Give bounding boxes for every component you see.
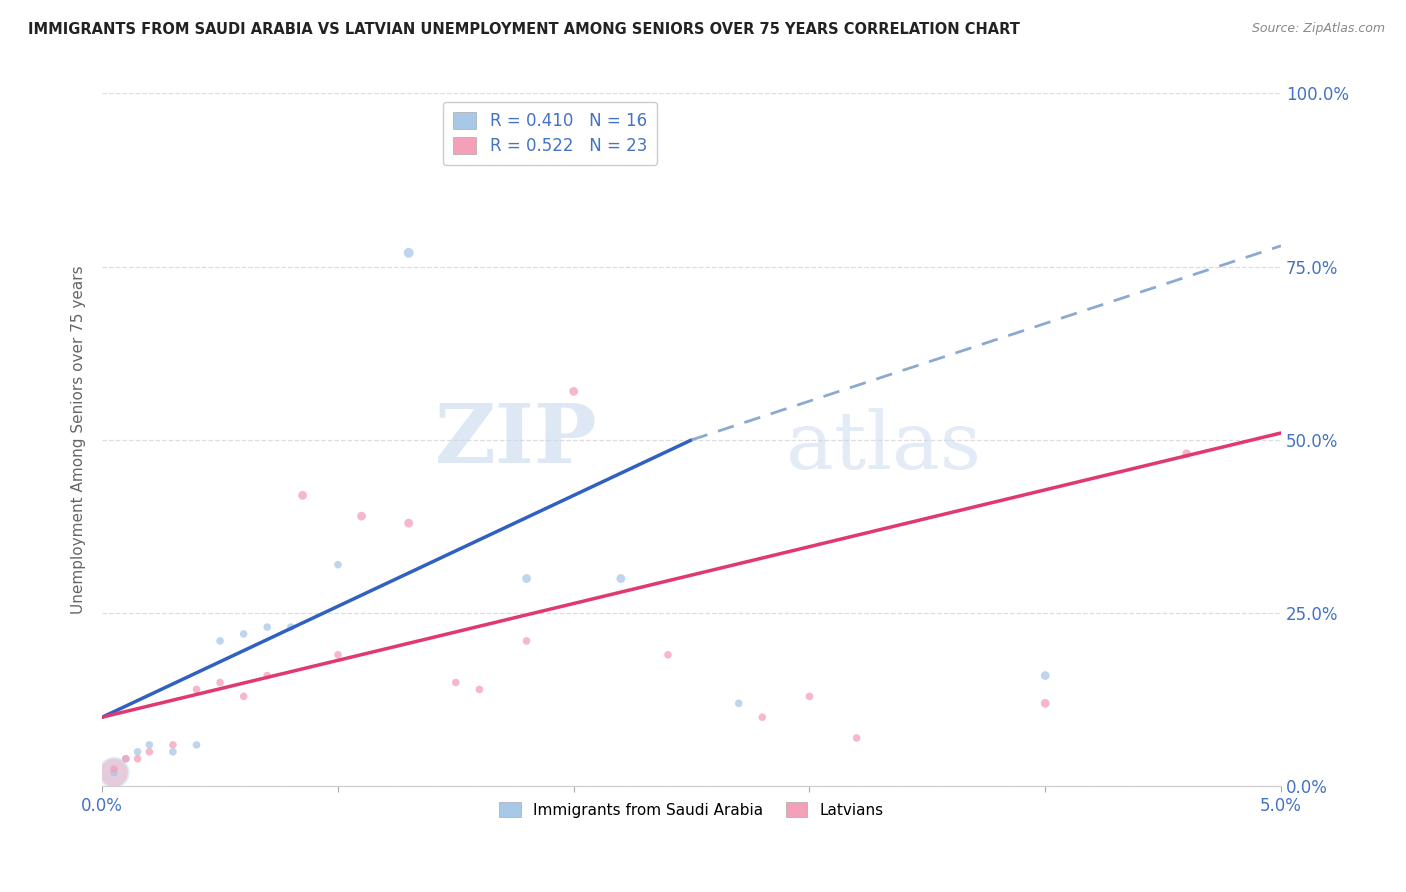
Point [103, 765, 125, 780]
Point [610, 572, 633, 586]
Text: Source: ZipAtlas.com: Source: ZipAtlas.com [1251, 22, 1385, 36]
Point [103, 765, 125, 780]
Point [398, 245, 420, 260]
Point [657, 648, 679, 662]
Point [727, 696, 749, 710]
Point [326, 648, 349, 662]
Legend: Immigrants from Saudi Arabia, Latvians: Immigrants from Saudi Arabia, Latvians [494, 796, 890, 824]
Text: IMMIGRANTS FROM SAUDI ARABIA VS LATVIAN UNEMPLOYMENT AMONG SENIORS OVER 75 YEARS: IMMIGRANTS FROM SAUDI ARABIA VS LATVIAN … [28, 22, 1019, 37]
Point [256, 620, 278, 634]
Point [280, 620, 302, 634]
Point [162, 745, 184, 759]
Point [516, 634, 538, 648]
Point [103, 762, 125, 776]
Y-axis label: Unemployment Among Seniors over 75 years: Unemployment Among Seniors over 75 years [72, 266, 86, 615]
Point [1175, 447, 1198, 461]
Point [562, 384, 585, 399]
Point [186, 738, 208, 752]
Point [127, 745, 149, 759]
Point [845, 731, 868, 745]
Point [516, 572, 538, 586]
Point [209, 675, 232, 690]
Point [138, 738, 160, 752]
Point [444, 675, 467, 690]
Point [232, 627, 254, 641]
Point [751, 710, 773, 724]
Point [186, 682, 208, 697]
Point [103, 765, 125, 780]
Text: ZIP: ZIP [434, 400, 598, 480]
Point [114, 752, 136, 766]
Point [326, 558, 349, 572]
Point [256, 668, 278, 682]
Point [209, 634, 232, 648]
Point [350, 509, 373, 524]
Point [162, 738, 184, 752]
Point [114, 752, 136, 766]
Point [799, 690, 821, 704]
Point [398, 516, 420, 530]
Point [468, 682, 491, 697]
Point [138, 745, 160, 759]
Point [232, 690, 254, 704]
Point [1033, 696, 1056, 710]
Point [127, 752, 149, 766]
Point [291, 488, 314, 502]
Point [1033, 668, 1056, 682]
Text: atlas: atlas [786, 408, 981, 486]
